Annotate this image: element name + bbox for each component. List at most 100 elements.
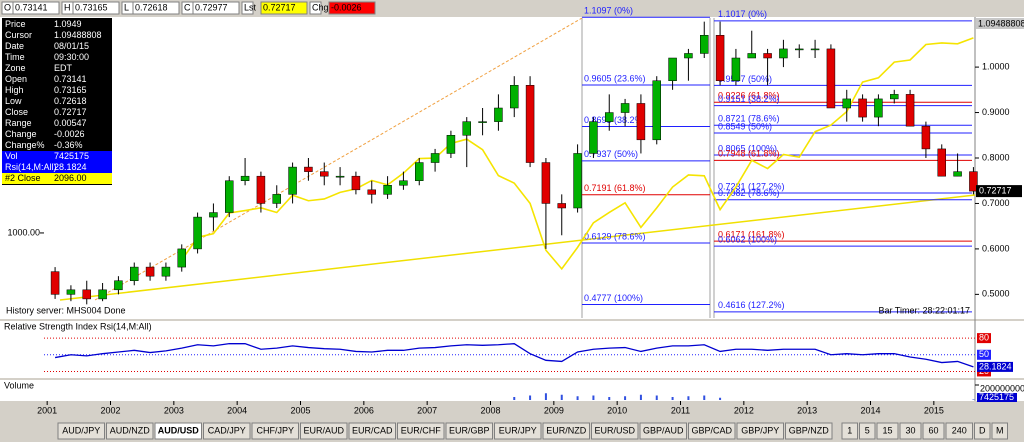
symbol-tab-label[interactable]: CAD/JPY xyxy=(208,425,246,435)
symbol-tab-label[interactable]: EUR/NZD xyxy=(546,425,586,435)
fib-label: 1.1017 (0%) xyxy=(718,9,767,19)
candle-body xyxy=(953,171,962,177)
timeframe-button[interactable] xyxy=(899,422,922,440)
x-tick-label: 2004 xyxy=(227,405,247,415)
y-tick-label: 1.0000 xyxy=(982,61,1010,71)
quote-value: 0.72977 xyxy=(195,2,228,12)
symbol-tab-label[interactable]: EUR/CHF xyxy=(401,425,442,435)
candle-body xyxy=(130,266,139,281)
symbol-tab-label[interactable]: EUR/USD xyxy=(594,425,635,435)
info-label: Rsi(14,M:All) xyxy=(5,162,57,172)
candle-body xyxy=(98,289,107,300)
timeframe-label[interactable]: D xyxy=(979,425,986,435)
x-tick-label: 2001 xyxy=(37,405,57,415)
x-tick-label: 2003 xyxy=(164,405,184,415)
timeframe-button[interactable] xyxy=(922,422,945,440)
fib-label: 0.7231 (127.2%) xyxy=(718,181,785,191)
volume-last-box xyxy=(977,393,1017,402)
symbol-tab-label[interactable]: AUD/USD xyxy=(158,425,200,435)
symbol-tab[interactable] xyxy=(251,422,299,440)
info-label: Change xyxy=(5,129,37,139)
symbol-tab-label[interactable]: EUR/AUD xyxy=(303,425,344,435)
volume-bar xyxy=(513,397,516,400)
candle-body xyxy=(193,216,202,250)
rsi-guide-box xyxy=(977,349,991,360)
fib-trend xyxy=(94,17,583,301)
rsi-guide-box xyxy=(977,333,991,344)
symbol-tab[interactable] xyxy=(348,422,396,440)
timeframe-label[interactable]: 15 xyxy=(882,425,892,435)
timeframe-label[interactable]: 1 xyxy=(847,425,852,435)
fib-label: 0.7948 (61.8%) xyxy=(718,149,780,159)
timeframe-button[interactable] xyxy=(974,422,991,440)
symbol-tab-label[interactable]: GBP/AUD xyxy=(643,425,684,435)
timeframe-label[interactable]: 240 xyxy=(952,425,967,435)
volume-last: 7425175 xyxy=(979,392,1014,402)
symbol-tab-label[interactable]: AUD/NZD xyxy=(110,425,150,435)
symbol-tab[interactable] xyxy=(542,422,590,440)
symbol-tab-label[interactable]: GBP/CAD xyxy=(691,425,732,435)
timeframe-label[interactable]: 60 xyxy=(928,425,938,435)
fib-label: 0.4777 (100%) xyxy=(584,293,643,303)
volume-bar xyxy=(972,399,975,400)
fib-label: 0.6171 (161.8%) xyxy=(718,230,785,240)
symbol-tab[interactable] xyxy=(445,422,493,440)
symbol-tab[interactable] xyxy=(203,422,251,440)
info-label: Zone xyxy=(5,63,26,73)
timeframe-button[interactable] xyxy=(859,422,876,440)
rsi-panel xyxy=(0,321,1024,378)
info-value: 0.72717 xyxy=(54,107,87,117)
symbol-tab[interactable] xyxy=(639,422,687,440)
timeframe-button[interactable] xyxy=(876,422,899,440)
symbol-tab-label[interactable]: CHF/JPY xyxy=(256,425,294,435)
volume-panel xyxy=(0,380,1024,401)
info-label: Time xyxy=(5,52,25,62)
symbol-tab[interactable] xyxy=(494,422,542,440)
info-value: 7425175 xyxy=(54,151,89,161)
candle-body xyxy=(842,98,851,109)
volume-title: Volume xyxy=(4,380,34,390)
candle-body xyxy=(668,57,677,81)
symbol-tab[interactable] xyxy=(57,422,105,440)
timeframe-label[interactable]: 30 xyxy=(905,425,915,435)
info-row-bg xyxy=(2,173,112,184)
candle-body xyxy=(446,135,456,154)
compare-line xyxy=(181,37,974,271)
quote-value: 0.72717 xyxy=(263,2,296,12)
timeframe-label[interactable]: 5 xyxy=(865,425,870,435)
fib-label: 0.8693 (38.2%) xyxy=(584,115,646,125)
symbol-tab[interactable] xyxy=(154,422,202,440)
rsi-line xyxy=(54,343,974,368)
timeframe-button[interactable] xyxy=(945,422,973,440)
symbol-tab-label[interactable]: EUR/JPY xyxy=(499,425,537,435)
symbol-tab[interactable] xyxy=(106,422,154,440)
candle-body xyxy=(652,80,661,141)
symbol-tab[interactable] xyxy=(688,422,736,440)
fib-label: 0.8549 (50%) xyxy=(718,121,772,131)
candle-body xyxy=(66,289,76,295)
symbol-tab-label[interactable]: EUR/CAD xyxy=(352,425,393,435)
symbol-tab[interactable] xyxy=(785,422,833,440)
symbol-tab[interactable] xyxy=(591,422,639,440)
fib-label: 0.8721 (78.6%) xyxy=(718,114,780,124)
last-price-box xyxy=(976,185,1022,198)
symbol-tab[interactable] xyxy=(397,422,445,440)
candle-body xyxy=(620,103,630,113)
symbol-tab-label[interactable]: GBP/JPY xyxy=(741,425,779,435)
candle-body xyxy=(605,112,614,122)
timeframe-label[interactable]: M xyxy=(996,425,1004,435)
timeframe-button[interactable] xyxy=(841,422,858,440)
info-value: -0.0026 xyxy=(54,129,85,139)
symbol-tab[interactable] xyxy=(736,422,784,440)
candle-body xyxy=(415,162,424,181)
symbol-tab-label[interactable]: AUD/JPY xyxy=(62,425,100,435)
info-label: High xyxy=(5,85,24,95)
quote-key: L xyxy=(124,2,129,12)
symbol-tab[interactable] xyxy=(300,422,348,440)
timeframe-button[interactable] xyxy=(991,422,1008,440)
symbol-tab-label[interactable]: GBP/NZD xyxy=(789,425,830,435)
candle-body xyxy=(209,212,218,218)
candle-body xyxy=(335,175,345,178)
symbol-tab-label[interactable]: EUR/GBP xyxy=(449,425,490,435)
